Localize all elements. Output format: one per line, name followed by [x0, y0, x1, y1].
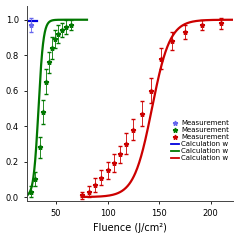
X-axis label: Fluence (J/cm²): Fluence (J/cm²) [93, 223, 167, 234]
Legend: Measurement, Measurement, Measurement, Calculation w, Calculation w, Calculation: Measurement, Measurement, Measurement, C… [170, 120, 230, 162]
